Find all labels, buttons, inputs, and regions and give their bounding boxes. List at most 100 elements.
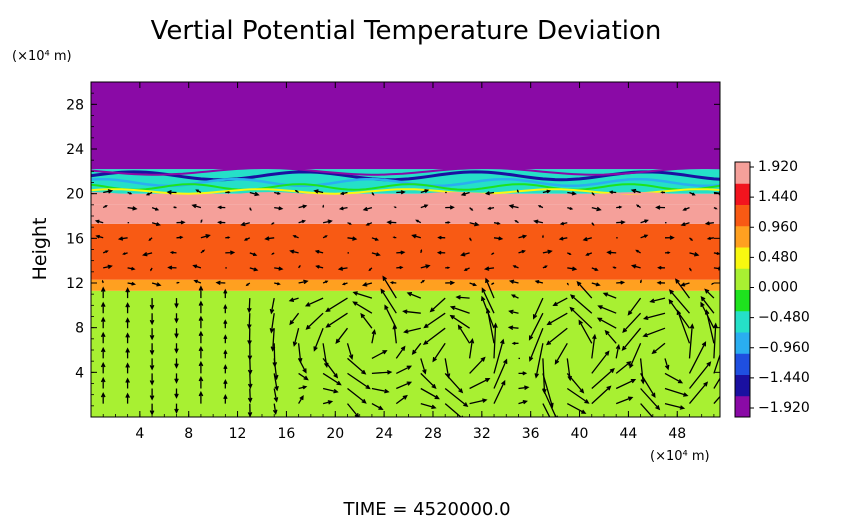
wind-vector-320 bbox=[596, 317, 617, 329]
wind-vector-156 bbox=[325, 312, 348, 328]
colorbar-label-2: 0.960 bbox=[758, 219, 798, 235]
wind-vector-114 bbox=[274, 266, 284, 271]
wind-vector-250 bbox=[490, 252, 495, 255]
wind-vector-220 bbox=[436, 250, 446, 255]
wind-vector-170 bbox=[360, 312, 373, 329]
wind-vector-172 bbox=[352, 291, 373, 299]
wind-vector-154 bbox=[346, 343, 354, 360]
wind-vector-314 bbox=[591, 192, 595, 196]
wind-vector-353 bbox=[656, 280, 666, 285]
wind-vector-299 bbox=[567, 191, 577, 196]
wind-vector-211 bbox=[444, 387, 469, 408]
colorbar-label-8: −1.920 bbox=[758, 400, 810, 416]
wind-vector-280 bbox=[542, 249, 553, 255]
wind-vector-356 bbox=[664, 235, 675, 240]
wind-vector-337 bbox=[627, 297, 642, 316]
wind-vector-350 bbox=[642, 327, 666, 338]
wind-vector-302 bbox=[591, 350, 610, 374]
wind-vector-322 bbox=[602, 292, 617, 299]
wind-vector-0 bbox=[100, 392, 106, 404]
wind-vector-253 bbox=[487, 206, 495, 210]
wind-vector-354 bbox=[657, 265, 666, 270]
wind-vector-241 bbox=[493, 358, 508, 389]
wind-vector-124 bbox=[297, 343, 303, 364]
wind-vector-25 bbox=[122, 252, 128, 255]
wind-vector-187 bbox=[382, 275, 397, 299]
y-tick-label-24: 24 bbox=[66, 142, 84, 158]
wind-vector-93 bbox=[247, 358, 253, 376]
y-tick-label-20: 20 bbox=[66, 187, 84, 203]
x-tick-label-4: 4 bbox=[135, 426, 144, 442]
colorbar-label-5: −0.480 bbox=[758, 310, 810, 326]
wind-vector-255 bbox=[518, 400, 528, 405]
colorbar-label-3: 0.480 bbox=[758, 249, 798, 265]
y-tick-label-8: 8 bbox=[75, 321, 84, 337]
wind-vector-197 bbox=[420, 372, 437, 389]
wind-vector-145 bbox=[314, 249, 324, 254]
wind-vector-300 bbox=[591, 385, 612, 405]
wind-vector-57 bbox=[176, 220, 186, 225]
wind-vector-213 bbox=[444, 358, 451, 379]
y-axis-label: Height bbox=[29, 218, 51, 281]
wind-vector-232 bbox=[455, 294, 470, 300]
wind-vector-307 bbox=[576, 280, 593, 299]
wind-vector-48 bbox=[174, 358, 179, 369]
wind-vector-117 bbox=[270, 222, 275, 225]
wind-vector-87 bbox=[217, 220, 226, 225]
wind-vector-5 bbox=[100, 316, 106, 329]
wind-vector-100 bbox=[249, 252, 258, 257]
wind-vector-19 bbox=[125, 332, 130, 344]
wind-vector-282 bbox=[533, 219, 544, 224]
wind-vector-88 bbox=[217, 205, 226, 210]
wind-vector-34 bbox=[149, 343, 155, 356]
colorbar-swatch-7 bbox=[735, 247, 750, 269]
wind-vector-309 bbox=[591, 267, 599, 271]
wind-vector-284 bbox=[542, 189, 552, 194]
wind-vector-168 bbox=[371, 350, 388, 359]
colorbar-swatch-8 bbox=[735, 225, 750, 248]
wind-vector-134 bbox=[294, 189, 299, 194]
wind-vector-378 bbox=[713, 322, 718, 359]
wind-vector-72 bbox=[200, 218, 203, 223]
wind-vector-347 bbox=[664, 372, 684, 384]
wind-vector-230 bbox=[449, 314, 470, 329]
wind-vector-113 bbox=[274, 282, 281, 286]
y-tick-label-4: 4 bbox=[75, 365, 84, 381]
wind-vector-95 bbox=[247, 328, 252, 346]
wind-vector-21 bbox=[125, 302, 130, 314]
wind-vector-76 bbox=[223, 379, 228, 389]
wind-vector-319 bbox=[604, 329, 617, 344]
wind-vector-312 bbox=[591, 222, 595, 226]
wind-vector-80 bbox=[223, 319, 228, 329]
wind-vector-227 bbox=[469, 356, 486, 374]
wind-vector-94 bbox=[247, 343, 253, 361]
wind-vector-249 bbox=[483, 266, 495, 271]
wind-vector-234 bbox=[463, 267, 470, 271]
colorbar-label-1: 1.440 bbox=[758, 189, 798, 205]
wind-vector-276 bbox=[528, 312, 544, 341]
wind-vector-49 bbox=[174, 343, 179, 354]
wind-vector-17 bbox=[125, 362, 130, 374]
wind-vector-119 bbox=[274, 191, 281, 195]
wind-vector-12 bbox=[94, 219, 104, 224]
wind-vector-198 bbox=[420, 358, 427, 375]
wind-vector-380 bbox=[700, 301, 715, 329]
wind-vector-24 bbox=[127, 266, 136, 271]
wind-vector-111 bbox=[269, 313, 275, 334]
wind-vector-366 bbox=[668, 289, 690, 314]
wind-vector-176 bbox=[371, 237, 380, 241]
wind-vector-195 bbox=[420, 402, 437, 410]
wind-vector-229 bbox=[457, 324, 471, 344]
wind-vector-171 bbox=[352, 301, 373, 314]
wind-vector-164 bbox=[339, 191, 348, 196]
wind-vector-97 bbox=[247, 298, 252, 314]
x-tick-label-48: 48 bbox=[668, 426, 686, 442]
wind-vector-370 bbox=[689, 252, 700, 257]
wind-vector-101 bbox=[243, 237, 251, 241]
wind-vector-167 bbox=[371, 369, 393, 375]
wind-vector-221 bbox=[437, 235, 446, 240]
wind-vector-177 bbox=[365, 222, 373, 226]
wind-vector-61 bbox=[198, 375, 204, 389]
wind-vector-67 bbox=[198, 285, 204, 299]
wind-vector-352 bbox=[649, 297, 666, 304]
